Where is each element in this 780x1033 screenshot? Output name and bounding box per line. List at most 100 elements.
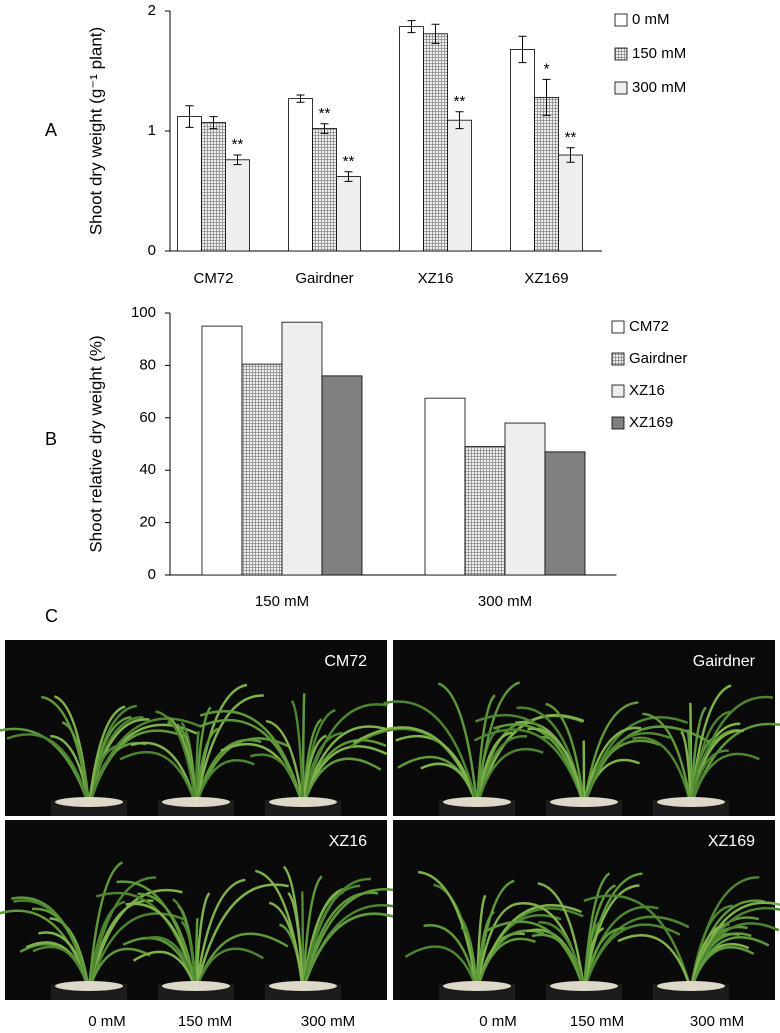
y-tick-label: 80 [139, 356, 156, 373]
significance-label: ** [319, 105, 331, 122]
leaf [87, 861, 124, 991]
photo-axis-label: 300 mM [690, 1013, 744, 1030]
error-bar [185, 105, 194, 128]
bar [504, 422, 546, 576]
leaf [194, 727, 219, 807]
photo-label: XZ16 [329, 833, 367, 850]
leaf [383, 700, 479, 807]
bar [312, 128, 337, 252]
y-tick-label: 1 [148, 122, 156, 139]
stones [162, 981, 230, 991]
legend-label: 150 mM [632, 45, 686, 62]
stones [268, 797, 337, 807]
leaf [475, 747, 544, 807]
leaf [155, 710, 198, 807]
bar [423, 33, 448, 252]
leaf [417, 870, 479, 991]
stones [656, 797, 725, 807]
leaf [87, 947, 151, 991]
legend-label: 0 mM [632, 11, 670, 28]
leaf [301, 734, 327, 807]
bar [424, 397, 466, 576]
error-bar [542, 78, 551, 116]
photo-panels: CM72 Gairdner XZ16 XZ169 [0, 640, 780, 1000]
legend-swatch [611, 320, 625, 334]
leaf [437, 682, 479, 807]
bar [534, 97, 559, 252]
error-bar [431, 23, 440, 44]
leaf [0, 727, 91, 807]
bar [281, 321, 323, 576]
stones [550, 981, 618, 991]
error-bar [407, 20, 416, 34]
photo-axis-label: 300 mM [301, 1013, 355, 1030]
error-bar [455, 111, 464, 130]
panel-label: B [45, 429, 57, 449]
leaf [582, 732, 671, 807]
error-bar [233, 154, 242, 166]
photo-axis-label: 150 mM [570, 1013, 624, 1030]
leaf [689, 936, 770, 991]
significance-label: ** [343, 153, 355, 170]
leaf [132, 950, 198, 991]
leaf [689, 749, 729, 807]
leaf [6, 733, 91, 807]
y-tick-label: 60 [139, 409, 156, 426]
stones [656, 981, 725, 991]
leaf [582, 884, 640, 991]
y-axis-label: Shoot dry weight (g⁻¹ plant) [86, 27, 105, 235]
x-tick-label: XZ16 [418, 270, 454, 287]
significance-label: ** [454, 93, 466, 110]
leaf [460, 925, 479, 991]
bar [544, 451, 586, 576]
error-bar [344, 171, 353, 182]
leaf [352, 726, 479, 807]
leaf [582, 726, 642, 807]
panel-label: C [45, 606, 58, 626]
photo-label: CM72 [324, 653, 367, 670]
leaf [582, 884, 616, 991]
leaf [475, 694, 496, 807]
legend-label: XZ16 [629, 382, 665, 399]
leaf [265, 719, 305, 807]
significance-label: ** [232, 136, 244, 153]
leaf [116, 880, 198, 991]
leaf [689, 923, 730, 991]
y-tick-label: 40 [139, 461, 156, 478]
stones [268, 981, 337, 991]
legend-swatch [611, 384, 625, 398]
leaf [301, 757, 382, 807]
bar [464, 446, 506, 576]
leaf [31, 907, 91, 991]
x-tick-label: CM72 [193, 270, 233, 287]
bar [201, 325, 243, 576]
stones [55, 981, 124, 991]
leaf [538, 921, 586, 991]
panel-label: A [45, 120, 57, 140]
x-tick-label: 300 mM [478, 593, 532, 610]
legend-swatch [614, 47, 628, 61]
stones [55, 797, 124, 807]
bar [225, 159, 250, 252]
legend-swatch [614, 81, 628, 95]
bar [399, 26, 424, 252]
leaf [87, 717, 202, 807]
x-tick-label: XZ169 [524, 270, 568, 287]
bar [288, 98, 313, 252]
leaf [492, 723, 586, 807]
legend-label: Gairdner [629, 350, 687, 367]
leaf [689, 710, 731, 807]
error-bar [296, 94, 305, 103]
bar [201, 122, 226, 252]
photo-label: XZ169 [708, 833, 755, 850]
bar [510, 49, 535, 252]
leaf [404, 945, 479, 991]
significance-label: * [544, 60, 550, 77]
leaf [689, 706, 707, 807]
leaf [194, 759, 255, 807]
bar [558, 154, 583, 252]
stones [550, 797, 618, 807]
bar [336, 176, 361, 252]
stones [162, 797, 230, 807]
